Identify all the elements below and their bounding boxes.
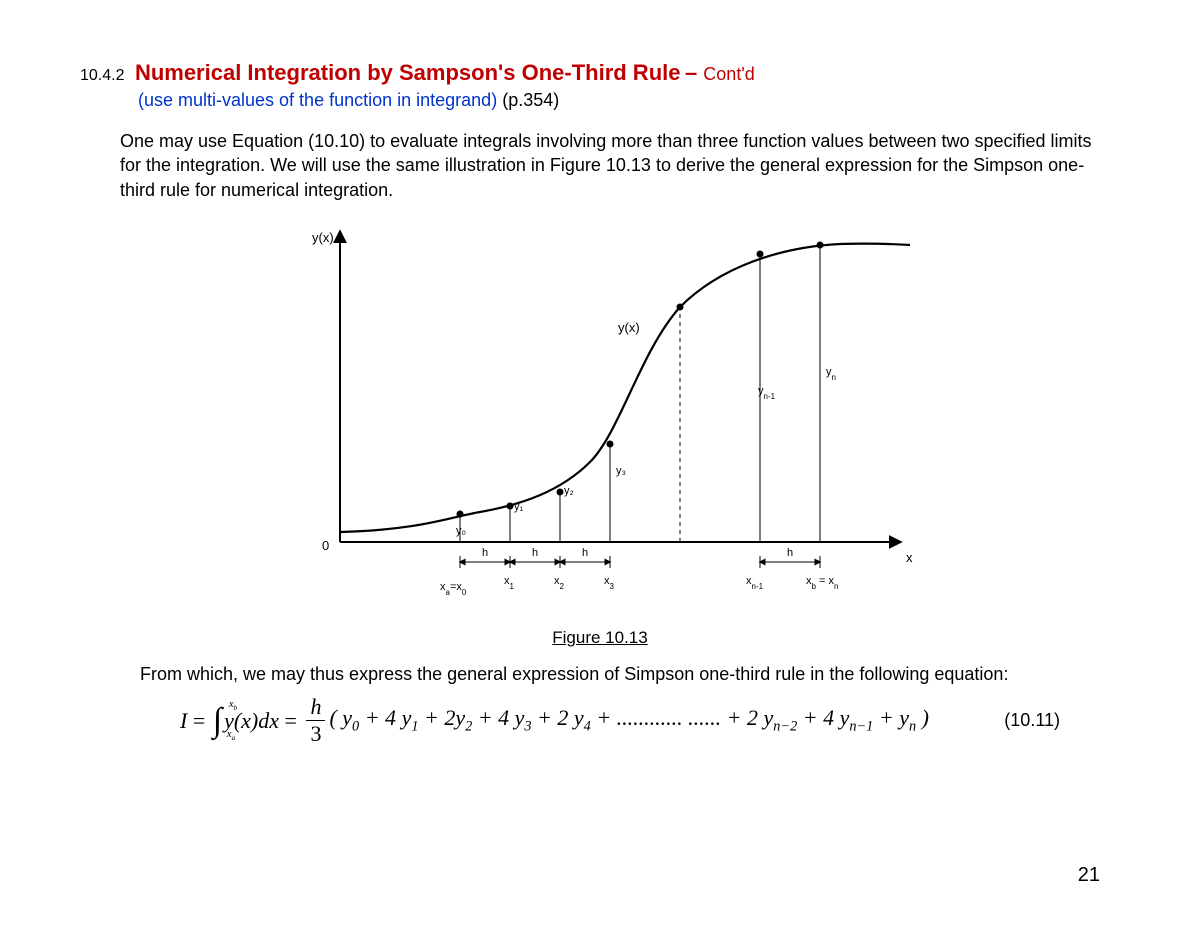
- svg-text:h: h: [582, 547, 588, 559]
- integral-sign: ∫ xb xa: [213, 702, 222, 740]
- section-title: Numerical Integration by Sampson's One-T…: [135, 60, 681, 85]
- svg-text:0: 0: [322, 538, 329, 553]
- svg-text:h: h: [532, 547, 538, 559]
- integral-lower-bound: xa: [227, 728, 235, 742]
- svg-text:x3: x3: [604, 575, 615, 591]
- svg-text:yn: yn: [826, 366, 836, 382]
- page-number: 21: [1078, 864, 1100, 887]
- page: 10.4.2 Numerical Integration by Sampson'…: [0, 0, 1200, 927]
- figure-svg: y(x) x 0 y(x) y₀ y₁ y₂ y₃ yn-1 yn h h h h xa=x0 x1 x2 x3 x…: [280, 212, 920, 622]
- eq-equals-2: =: [279, 708, 302, 734]
- svg-text:y(x): y(x): [618, 320, 640, 335]
- svg-text:yn-1: yn-1: [758, 385, 776, 401]
- paragraph-1: One may use Equation (10.10) to evaluate…: [120, 129, 1100, 202]
- svg-text:y₀: y₀: [456, 525, 466, 537]
- subtitle-page-ref: (p.354): [502, 90, 559, 110]
- subtitle-blue: (use multi-values of the function in int…: [138, 90, 497, 110]
- svg-text:xn-1: xn-1: [746, 575, 764, 591]
- svg-text:y(x): y(x): [312, 230, 334, 245]
- figure-caption: Figure 10.13: [80, 628, 1120, 648]
- equation-number: (10.11): [1004, 710, 1060, 731]
- figure-container: y(x) x 0 y(x) y₀ y₁ y₂ y₃ yn-1 yn h h h h xa=x0 x1 x2 x3 x…: [80, 212, 1120, 622]
- svg-text:x2: x2: [554, 575, 565, 591]
- equation-terms: ( y0 + 4 y1 + 2y2 + 4 y3 + 2 y4 + ......…: [329, 705, 928, 735]
- paragraph-2: From which, we may thus express the gene…: [140, 662, 1080, 686]
- svg-text:y₂: y₂: [564, 485, 574, 497]
- svg-text:y₁: y₁: [514, 501, 524, 513]
- equation-row: I = ∫ xb xa y(x)dx = h 3 ( y0 + 4 y1 + 2…: [180, 696, 1060, 745]
- fraction-numerator: h: [306, 696, 325, 721]
- svg-text:y₃: y₃: [616, 465, 626, 477]
- svg-text:x: x: [906, 550, 913, 565]
- svg-text:xb = xn: xb = xn: [806, 575, 838, 591]
- svg-text:h: h: [482, 547, 488, 559]
- heading: 10.4.2 Numerical Integration by Sampson'…: [80, 60, 1120, 86]
- section-number: 10.4.2: [80, 67, 124, 84]
- svg-text:xa=x0: xa=x0: [440, 581, 467, 597]
- integral-upper-bound: xb: [229, 698, 237, 712]
- eq-I: I: [180, 708, 187, 734]
- subtitle: (use multi-values of the function in int…: [138, 90, 1120, 111]
- equation-body: I = ∫ xb xa y(x)dx = h 3 ( y0 + 4 y1 + 2…: [180, 696, 974, 745]
- svg-text:h: h: [787, 547, 793, 559]
- contd-label: Cont'd: [703, 64, 754, 84]
- fraction-denominator: 3: [310, 721, 321, 745]
- fraction-h-over-3: h 3: [306, 696, 325, 745]
- eq-equals-1: =: [187, 708, 210, 734]
- dash: –: [685, 60, 703, 85]
- svg-text:x1: x1: [504, 575, 515, 591]
